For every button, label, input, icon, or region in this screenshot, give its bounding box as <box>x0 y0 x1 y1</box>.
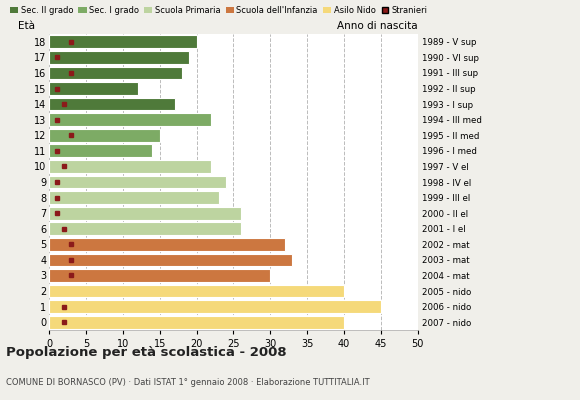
Text: COMUNE DI BORNASCO (PV) · Dati ISTAT 1° gennaio 2008 · Elaborazione TUTTITALIA.I: COMUNE DI BORNASCO (PV) · Dati ISTAT 1° … <box>6 378 369 387</box>
Legend: Sec. II grado, Sec. I grado, Scuola Primaria, Scuola dell'Infanzia, Asilo Nido, : Sec. II grado, Sec. I grado, Scuola Prim… <box>10 6 427 15</box>
Bar <box>49 254 292 266</box>
Bar <box>49 160 211 173</box>
Bar <box>49 269 270 282</box>
Bar <box>49 144 153 157</box>
Text: Popolazione per età scolastica - 2008: Popolazione per età scolastica - 2008 <box>6 346 287 359</box>
Bar <box>49 285 344 298</box>
Bar <box>49 98 175 110</box>
Bar <box>49 82 137 95</box>
Bar <box>49 176 226 188</box>
Bar <box>49 300 380 313</box>
Text: Anno di nascita: Anno di nascita <box>337 21 418 31</box>
Text: Età: Età <box>18 21 35 31</box>
Bar <box>49 222 241 235</box>
Bar <box>49 129 160 142</box>
Bar <box>49 238 285 251</box>
Bar <box>49 113 211 126</box>
Bar <box>49 207 241 220</box>
Bar <box>49 316 344 328</box>
Bar <box>49 66 182 79</box>
Bar <box>49 36 197 48</box>
Bar <box>49 191 219 204</box>
Bar <box>49 51 189 64</box>
